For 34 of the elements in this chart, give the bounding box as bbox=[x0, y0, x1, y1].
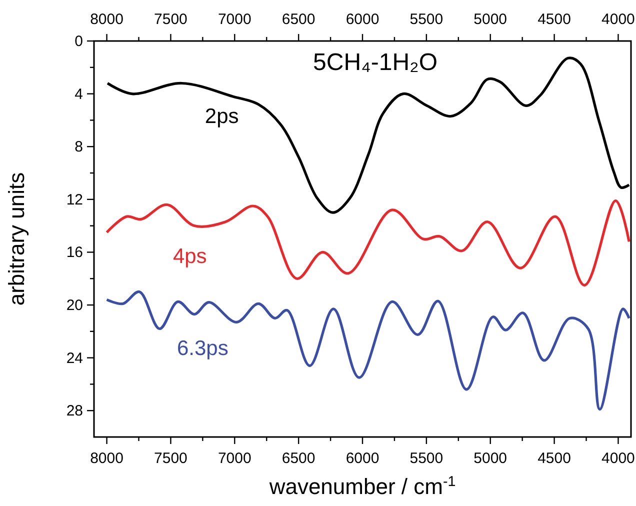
x-tick-label: 7000 bbox=[218, 450, 252, 467]
x-tick-label: 5000 bbox=[474, 450, 508, 467]
y-tick-label: 8 bbox=[74, 138, 83, 156]
x2-tick-label: 6500 bbox=[282, 11, 316, 28]
series-label: 4ps bbox=[172, 244, 207, 268]
x2-tick-label: 4000 bbox=[602, 11, 635, 28]
x2-tick-label: 7000 bbox=[218, 11, 252, 28]
x-tick-label: 6500 bbox=[282, 450, 316, 467]
x-tick-label: 6000 bbox=[346, 450, 380, 467]
x2-tick-label: 4500 bbox=[538, 11, 571, 28]
x-tick-label: 5500 bbox=[410, 450, 444, 467]
y-tick-label: 4 bbox=[74, 86, 83, 103]
x2-tick-label: 8000 bbox=[90, 11, 124, 28]
y-tick-label: 28 bbox=[66, 402, 83, 420]
x2-tick-label: 7500 bbox=[154, 11, 188, 28]
x2-tick-label: 5500 bbox=[410, 11, 444, 28]
y-tick-label: 12 bbox=[66, 191, 83, 208]
y-tick-label: 0 bbox=[74, 33, 83, 50]
line-series bbox=[105, 199, 630, 286]
series-label: 2ps bbox=[204, 104, 239, 128]
x-tick-label: 8000 bbox=[90, 450, 124, 467]
x2-tick-label: 6000 bbox=[346, 11, 380, 28]
y-axis-title: arbitrary units bbox=[4, 172, 29, 306]
line-series bbox=[105, 290, 630, 411]
y-tick-label: 16 bbox=[66, 244, 83, 262]
x-tick-label: 4500 bbox=[538, 450, 571, 467]
y-tick-label: 24 bbox=[66, 350, 83, 367]
series-label: 6.3ps bbox=[176, 337, 228, 360]
x-axis-title: wavenumber / cm$^{-1}$ bbox=[268, 474, 456, 499]
x2-tick-label: 5000 bbox=[474, 11, 508, 28]
chart-title: 5CH₄-1H₂O bbox=[313, 49, 438, 76]
x-tick-label: 4000 bbox=[602, 450, 635, 467]
y-tick-label: 20 bbox=[66, 297, 83, 314]
x-tick-label: 7500 bbox=[154, 450, 188, 467]
